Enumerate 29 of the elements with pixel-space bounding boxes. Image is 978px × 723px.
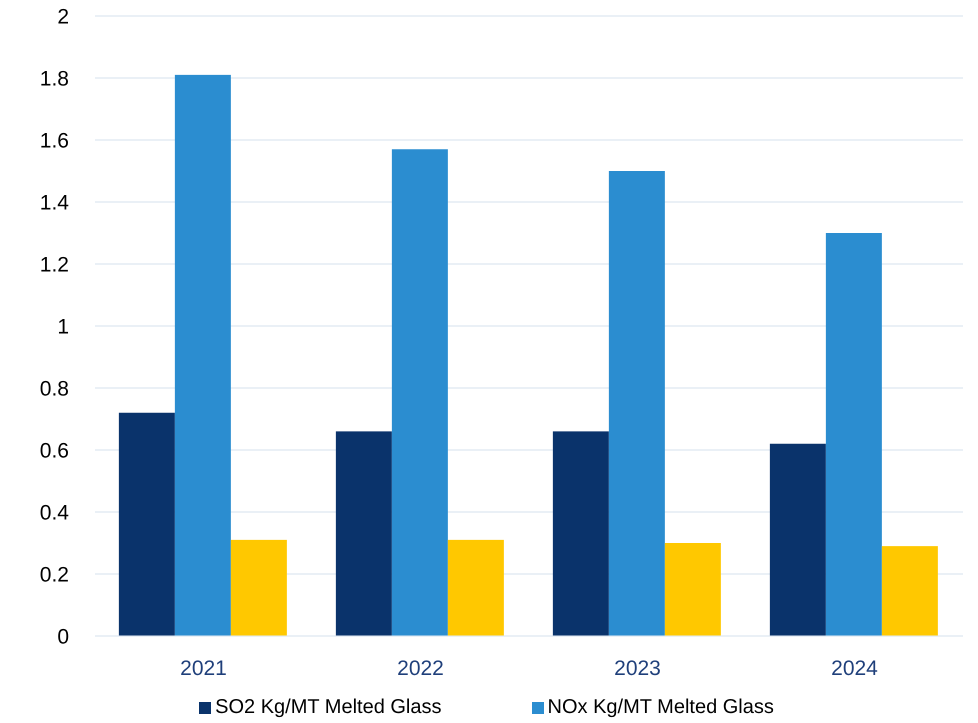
x-tick-label: 2022 bbox=[397, 656, 444, 680]
y-tick-label: 1.8 bbox=[40, 67, 69, 90]
y-tick-label: 0.8 bbox=[40, 377, 69, 400]
bar bbox=[664, 543, 721, 636]
legend-label: SO2 Kg/MT Melted Glass bbox=[214, 696, 442, 719]
y-tick-label: 1 bbox=[57, 315, 69, 338]
x-tick-label: 2021 bbox=[180, 656, 227, 680]
bar bbox=[230, 540, 287, 636]
bar bbox=[336, 431, 392, 636]
x-tick-label: 2023 bbox=[614, 656, 661, 680]
y-tick-label: 0 bbox=[57, 625, 69, 648]
bar bbox=[118, 412, 175, 636]
y-tick-label: 1.2 bbox=[40, 253, 69, 276]
y-tick-label: 0.6 bbox=[40, 439, 69, 462]
y-tick-label: 0.4 bbox=[40, 501, 70, 524]
bar bbox=[392, 149, 448, 636]
y-tick-label: 1.6 bbox=[40, 129, 69, 152]
bar bbox=[174, 74, 231, 636]
x-tick-label: 2024 bbox=[831, 656, 878, 680]
y-tick-label: 1.4 bbox=[40, 191, 70, 214]
bar bbox=[552, 431, 609, 636]
legend-label: NOx Kg/MT Melted Glass bbox=[546, 696, 774, 719]
y-tick-label: 2 bbox=[57, 5, 69, 28]
bar bbox=[882, 546, 938, 636]
bar bbox=[770, 444, 826, 636]
bar bbox=[826, 233, 882, 636]
bar bbox=[448, 540, 504, 636]
bar bbox=[608, 171, 665, 636]
y-tick-label: 0.2 bbox=[40, 563, 69, 586]
